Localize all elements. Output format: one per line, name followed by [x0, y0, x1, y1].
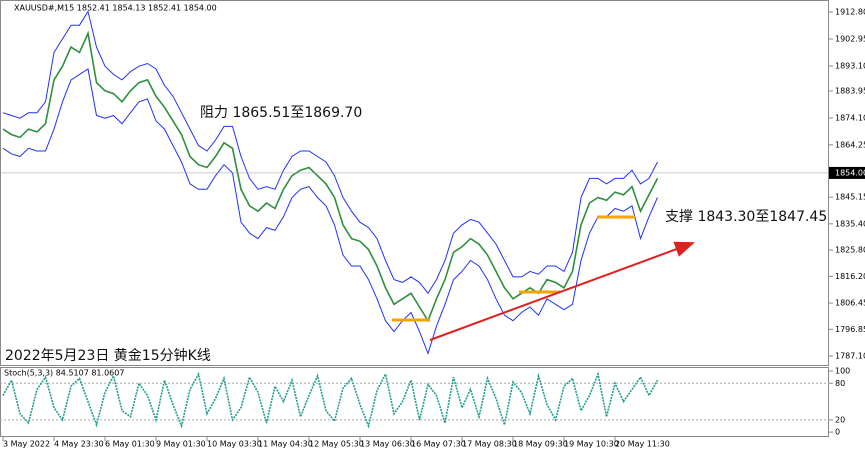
support-note: 支撑 1843.30至1847.45: [665, 209, 827, 225]
x-tick-label: 19 May 10:30: [564, 440, 619, 449]
y-tick-label: 1883.95: [835, 86, 865, 95]
x-tick-label: 11 May 04:30: [258, 440, 313, 449]
y-tick-label: 1806.45: [835, 299, 865, 308]
x-tick-label: 3 May 2022: [3, 440, 50, 449]
y-tick-label: 1902.95: [835, 34, 865, 43]
last-price-label: 1854.00: [835, 168, 865, 177]
x-tick-label: 16 May 07:30: [411, 440, 466, 449]
x-tick-label: 18 May 09:30: [513, 440, 568, 449]
series-line: [2, 371, 659, 429]
series-line: [2, 30, 659, 323]
resistance-note: 阻力 1865.51至1869.70: [200, 105, 362, 121]
x-tick-label: 9 May 01:30: [156, 440, 206, 449]
x-tick-label: 17 May 08:30: [462, 440, 517, 449]
y-tick-label: 1874.10: [835, 113, 865, 122]
last-price-box: [829, 166, 865, 179]
series-line: [2, 68, 658, 356]
x-tick-label: 20 May 11:30: [615, 440, 670, 449]
x-tick-label: 13 May 06:30: [360, 440, 415, 449]
stoch-title: Stoch(5,3,3) 84.5107 81.0607: [4, 369, 124, 378]
y-tick-label: 1845.15: [835, 193, 865, 202]
y-tick-label: 1835.40: [835, 219, 865, 228]
main-panel: [0, 0, 829, 366]
x-tick-label: 4 May 23:30: [54, 440, 104, 449]
y-tick-label: 80: [835, 379, 845, 388]
x-tick-label: 10 May 03:30: [207, 440, 262, 449]
y-tick-label: 0: [835, 428, 840, 437]
series-line: [2, 10, 658, 295]
y-tick-label: 20: [835, 415, 845, 424]
y-tick-label: 1816.20: [835, 272, 865, 281]
sub-panel: [0, 367, 829, 437]
x-tick-label: 6 May 01:30: [105, 440, 155, 449]
y-tick-label: 1864.25: [835, 140, 865, 149]
y-tick-label: 1893.10: [835, 61, 865, 70]
y-tick-label: 1912.80: [835, 8, 865, 17]
y-tick-label: 1825.80: [835, 246, 865, 255]
date-note: 2022年5月23日 黄金15分钟K线: [5, 347, 211, 364]
y-tick-label: 1796.85: [835, 325, 865, 334]
trend-arrow: [429, 241, 695, 341]
chart-title: XAUUSD#,M15 1852.41 1854.13 1852.41 1854…: [14, 4, 217, 13]
x-tick-label: 12 May 05:30: [309, 440, 364, 449]
y-tick-label: 1787.10: [835, 351, 865, 360]
y-tick-label: 100: [835, 367, 850, 376]
